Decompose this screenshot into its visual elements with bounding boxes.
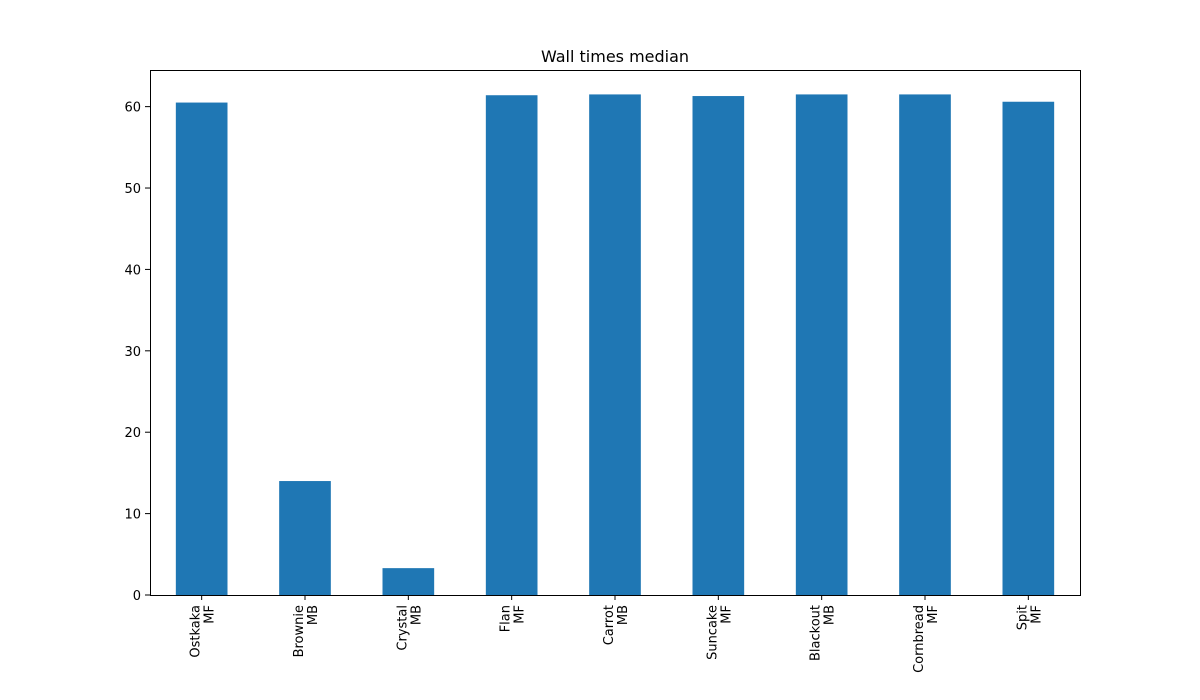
bar-crystal (382, 568, 435, 595)
bar-carrot (589, 94, 641, 595)
bar-cornbread (899, 94, 951, 595)
y-tick-label: 50 (124, 182, 141, 197)
x-tick-label-name: Suncake (705, 605, 720, 660)
x-tick-label-name: Crystal (395, 605, 410, 651)
x-tick-label: Ostkaka MF (189, 605, 218, 658)
x-tick-label-name: Ostkaka (189, 605, 204, 658)
bar-blackout (795, 94, 848, 595)
bar-ostkaka (175, 102, 228, 595)
x-tick-label-name: Cornbread (912, 605, 927, 673)
x-tick-label-group: MB (616, 605, 631, 625)
x-tick-label-group: MF (513, 605, 528, 624)
x-tick-label: Brownie MB (292, 605, 321, 657)
x-tick-label: Crystal MB (395, 605, 424, 651)
x-tick-label-group: MB (409, 605, 424, 625)
bar-flan (485, 95, 538, 596)
y-tick-label: 60 (124, 101, 141, 116)
y-tick-label: 20 (124, 426, 141, 441)
x-tick-label-group: MF (203, 605, 218, 624)
x-tick-label: Flan MF (499, 605, 528, 632)
bar-brownie (279, 481, 331, 595)
x-tick-label-name: Brownie (292, 605, 307, 657)
x-tick-label-name: Carrot (602, 605, 617, 645)
x-tick-label-name: Blackout (809, 605, 824, 661)
y-axis: 0 10 20 30 40 50 60 (124, 101, 150, 604)
x-tick-label-group: MF (926, 605, 941, 624)
y-tick-label: 30 (124, 345, 141, 360)
plot-frame (150, 70, 1081, 596)
chart-title: Wall times median (541, 47, 689, 66)
x-tick-label: Carrot MB (602, 605, 631, 645)
bars-group (175, 94, 1055, 596)
y-tick-label: 10 (124, 508, 141, 523)
x-tick-label-group: MB (306, 605, 321, 625)
x-tick-label: Spit MF (1015, 605, 1044, 630)
x-tick-label: Cornbread MF (912, 605, 941, 673)
x-tick-label-group: MB (823, 605, 838, 625)
y-tick-label: 0 (133, 589, 141, 604)
x-axis: Ostkaka MF Brownie MB Crystal MB Flan MF Carrot M… (189, 595, 1044, 673)
x-tick-label: Suncake MF (705, 605, 734, 660)
x-tick-label-name: Spit (1015, 605, 1030, 630)
bar-suncake (692, 96, 745, 595)
x-tick-label-group: MF (1029, 605, 1044, 624)
x-tick-label-name: Flan (499, 605, 514, 632)
y-tick-label: 40 (124, 263, 141, 278)
bar-spit (1002, 101, 1055, 595)
x-tick-label-group: MF (719, 605, 734, 624)
x-tick-label: Blackout MB (809, 605, 838, 661)
